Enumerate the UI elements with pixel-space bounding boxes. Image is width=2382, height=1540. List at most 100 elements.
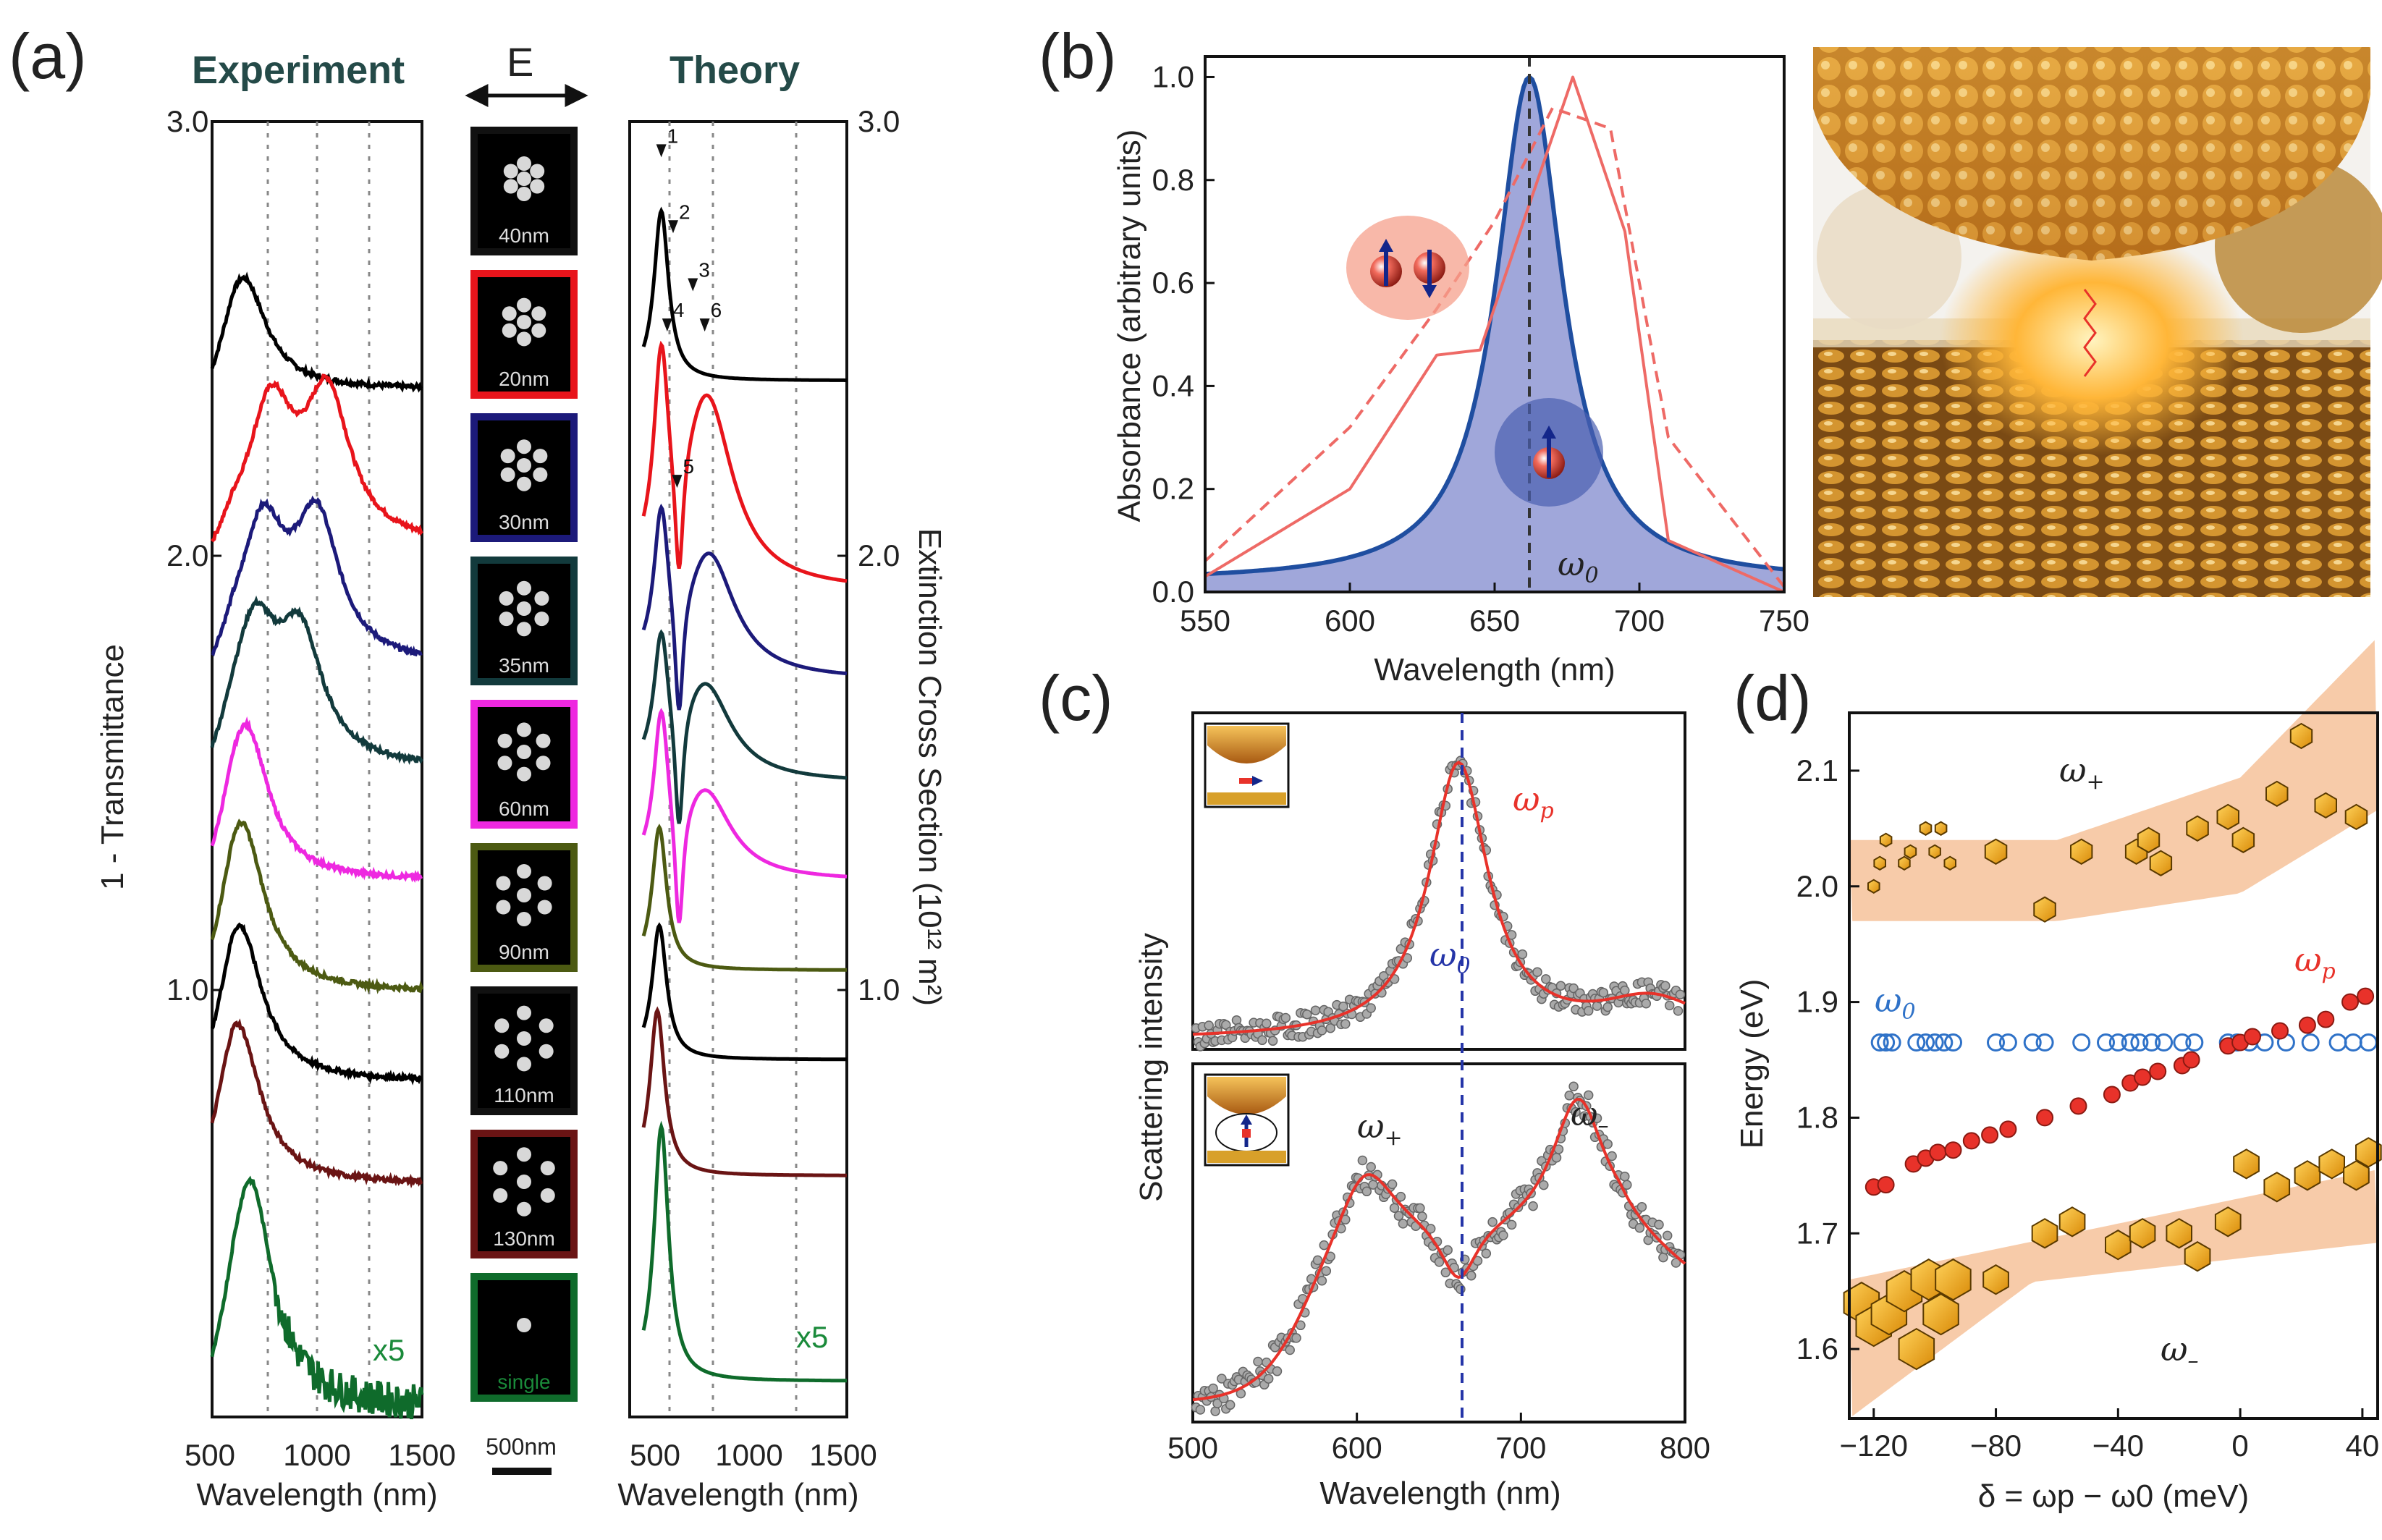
marker-label-5: 5: [683, 455, 694, 478]
sem-particle: [540, 1188, 555, 1203]
th-xtick-500: 500: [630, 1438, 680, 1472]
energy-omegaplus-label: ω+: [2059, 750, 2105, 795]
omegap-point: [2149, 1062, 2167, 1080]
panel-a-label: (a): [9, 20, 87, 92]
sem-particle: [517, 476, 531, 491]
sem-particle: [497, 756, 512, 771]
c-bot-point: [1285, 1345, 1295, 1355]
sem-particle: [531, 306, 546, 321]
sem-particle: [530, 179, 545, 194]
omegaminus-point: [1922, 1292, 1959, 1336]
d-ytick-1.6: 1.6: [1796, 1332, 1838, 1366]
exp-curve-single: [210, 1175, 424, 1420]
omega0-point: [1925, 1033, 1944, 1052]
absorbance-ticks: 550 600 650 700 750 0.0 0.2 0.4 0.6 0.8 1.0: [1152, 59, 1809, 638]
omega0-point: [1907, 1033, 1926, 1052]
marker-arrow-5: [672, 475, 683, 488]
c-bot-point: [1662, 1230, 1673, 1241]
c-top-point: [1664, 1000, 1675, 1011]
c-top-point: [1620, 985, 1630, 996]
nanocavity-illustration: [1813, 47, 2382, 597]
exp-curve-60nm: [210, 716, 423, 883]
c-bot-point: [1602, 1139, 1613, 1149]
c-top-point: [1602, 1002, 1613, 1012]
c-bot-point: [1506, 1219, 1517, 1230]
scattering-omega0-label: ω0: [1429, 935, 1471, 979]
omegap-point: [2341, 993, 2359, 1011]
sem-particle: [517, 187, 531, 201]
sem-particle: [517, 1031, 531, 1046]
marker-arrow-1: [656, 144, 667, 158]
scattering-omegap-label: ωp: [1513, 779, 1554, 824]
omegaminus-point: [1898, 1327, 1935, 1371]
sem-label-20nm: 20nm: [499, 368, 549, 390]
energy-ticks: −120 −80 −40 0 40 2.1 2.0 1.9 1.8 1.7 1.6: [1796, 753, 2380, 1463]
sem-particle: [517, 297, 531, 313]
omegaplus-point: [2070, 838, 2093, 865]
theory-markers: 1 2 34 5 6: [656, 124, 722, 488]
omegap-point: [2271, 1022, 2289, 1040]
marker-arrow-3: [688, 278, 698, 292]
omega0-point: [1877, 1033, 1896, 1052]
sem-particle: [502, 323, 517, 338]
sem-label-110nm: 110nm: [494, 1084, 554, 1107]
omegap-point: [1981, 1126, 1999, 1144]
c-bot-point: [1272, 1366, 1283, 1376]
c-bot-fit: [1192, 1098, 1686, 1402]
d-xtick-40: 40: [2346, 1429, 2380, 1463]
absorbance-omega0-label: ω0: [1558, 544, 1599, 588]
omegaminus-subscript: –: [1598, 1113, 1609, 1138]
sem-particle: [534, 612, 549, 627]
scattering-ticks: 500 600 700 800: [1167, 1413, 1710, 1465]
sem-particle: [517, 331, 531, 347]
exp-ytick-1: 1.0: [166, 973, 208, 1007]
omegap-point: [2244, 1028, 2261, 1046]
c-top-point: [1262, 1018, 1272, 1029]
exp-ytick-2: 2.0: [166, 538, 208, 572]
c-top-point: [1541, 974, 1551, 984]
absorbance-plot: [1204, 56, 1786, 593]
sem-particle: [499, 612, 514, 627]
sem-particle: [503, 164, 518, 179]
sem-particle: [494, 1044, 510, 1059]
omegaplus-point: [1867, 879, 1880, 894]
c-bot-point: [1415, 1203, 1425, 1214]
sem-particle: [517, 1005, 531, 1020]
exp-curve-20nm: [211, 373, 423, 543]
panel-c-label: (c): [1039, 662, 1113, 734]
theory-curve-35nm: [641, 629, 848, 824]
sem-particle: [496, 876, 511, 891]
scattering-omegaplus-label: ω+: [1357, 1107, 1403, 1151]
omega0-point: [2108, 1033, 2127, 1052]
b-ytick-1.0: 1.0: [1152, 59, 1194, 93]
omega0-point: [2142, 1033, 2161, 1052]
omegaplus-point: [1943, 855, 1956, 871]
omega0-point: [1870, 1033, 1889, 1052]
th-ylabel: Extinction Cross Section (10¹² m²): [912, 528, 947, 1006]
sem-particle: [536, 733, 551, 748]
red-dashed-curve: [1204, 106, 1786, 588]
omegap-point: [1944, 1141, 1962, 1159]
panel-a: (a) Experiment Theory E 3.0 2.0 1.0 500 …: [9, 20, 947, 1512]
c-bot-point: [1393, 1211, 1404, 1221]
omega0c-symbol: ω: [1429, 935, 1457, 974]
sem-particle: [517, 722, 531, 737]
omegaplus-point: [2186, 815, 2209, 842]
b-xtick-650: 650: [1469, 604, 1520, 638]
omegaminus-point: [2129, 1218, 2156, 1249]
sem-particle: [517, 888, 531, 902]
omegap-symbol: ω: [1513, 779, 1540, 818]
c-top-point: [1532, 967, 1542, 977]
c-top-point: [1673, 1006, 1684, 1016]
sem-particle: [517, 601, 531, 616]
omega0-point: [1883, 1033, 1901, 1052]
b-xtick-750: 750: [1759, 604, 1809, 638]
omegaminus-symbol: ω: [1571, 1094, 1598, 1133]
exp-curve-130nm: [210, 1018, 423, 1189]
omegaplus-point: [2149, 850, 2173, 876]
exp-ytick-3: 3.0: [166, 104, 208, 138]
dimer-dipole-icon: [1346, 216, 1469, 320]
omegaminus-point: [2263, 1172, 2291, 1203]
sem-particle: [517, 580, 531, 596]
